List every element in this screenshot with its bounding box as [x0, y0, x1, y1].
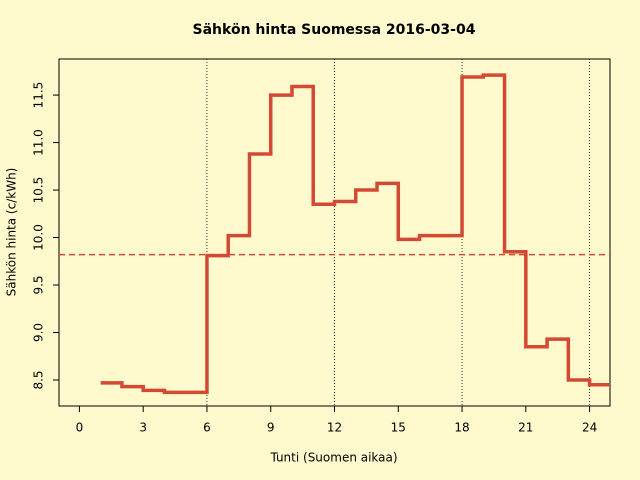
x-tick-label: 9: [267, 421, 275, 435]
x-tick-label: 12: [327, 421, 342, 435]
price-line: [100, 73, 610, 395]
y-tick-label: 9.0: [32, 323, 46, 342]
y-tick-label: 9.5: [32, 275, 46, 294]
x-tick-label: 21: [518, 421, 533, 435]
x-tick-label: 3: [139, 421, 147, 435]
x-tick-label: 6: [203, 421, 211, 435]
y-tick-label: 10.0: [32, 224, 46, 251]
x-tick-label: 0: [76, 421, 84, 435]
chart-title: Sähkön hinta Suomessa 2016-03-04: [193, 22, 476, 38]
y-tick-label: 11.0: [32, 129, 46, 156]
x-tick-label: 15: [391, 421, 406, 435]
y-tick-label: 10.5: [32, 177, 46, 204]
y-tick-label: 11.5: [32, 82, 46, 109]
y-axis-label: Sähkön hinta (c/kWh): [5, 168, 19, 297]
x-tick-label: 18: [454, 421, 469, 435]
x-axis-label: Tunti (Suomen aikaa): [269, 451, 397, 465]
x-tick-label: 24: [582, 421, 597, 435]
y-tick-label: 8.5: [32, 370, 46, 389]
